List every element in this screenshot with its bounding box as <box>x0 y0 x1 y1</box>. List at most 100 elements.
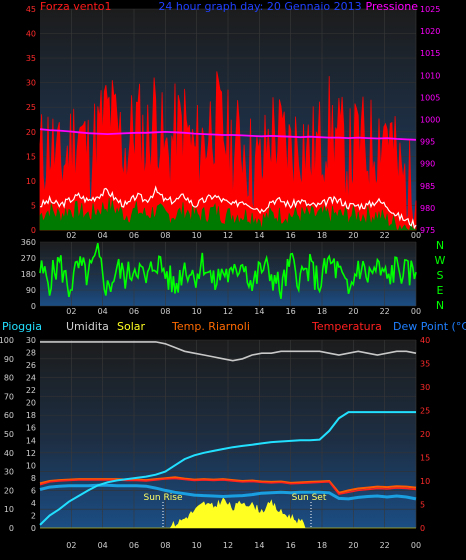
direction-series <box>39 243 417 299</box>
direction-x-tick-label: 04 <box>98 307 108 316</box>
direction-x-tick-label: 06 <box>129 307 139 316</box>
rain-label: Pioggia <box>2 320 42 333</box>
percent-y-tick-label: 40 <box>4 449 14 458</box>
rain-x-tick-label: 22 <box>380 541 390 550</box>
direction-x-tick-label: 14 <box>254 307 264 316</box>
direction-x-tick-label: 20 <box>348 307 358 316</box>
pressure-y-tick-label: 990 <box>420 160 435 169</box>
chart-marks <box>39 71 417 529</box>
rain-y-tick-label: 6 <box>31 486 36 495</box>
direction-y-tick-label: 360 <box>21 238 36 247</box>
wind-y-tick-label: 40 <box>26 30 36 39</box>
direction-y-tick-label: 0 <box>31 302 36 311</box>
pressure-label: Pressione <box>366 0 419 13</box>
wind-y-tick-label: 30 <box>26 79 36 88</box>
rain-x-tick-label: 20 <box>348 541 358 550</box>
rain-x-tick-label: 16 <box>286 541 296 550</box>
wind-x-tick-label: 20 <box>348 231 358 240</box>
rain-x-tick-label: 04 <box>98 541 108 550</box>
direction-x-tick-label: 02 <box>66 307 76 316</box>
graph-title: 24 hour graph day: 20 Gennaio 2013 <box>158 0 361 13</box>
rain-y-tick-label: 4 <box>31 499 36 508</box>
temp-riarnoli-series <box>39 476 417 494</box>
rain-x-tick-label: 18 <box>317 541 327 550</box>
rain-y-tick-label: 8 <box>31 474 36 483</box>
wind-x-tick-label: 12 <box>223 231 233 240</box>
pressure-y-tick-label: 1020 <box>420 27 440 36</box>
temperature-y-tick-label: 5 <box>420 501 425 510</box>
percent-y-tick-label: 10 <box>4 505 14 514</box>
rain-y-tick-label: 12 <box>26 449 36 458</box>
sun-set-label: Sun Set <box>292 493 327 503</box>
rain-x-tick-label: 02 <box>66 541 76 550</box>
axis-labels: 0510152025303540459759809859909951000100… <box>0 5 440 550</box>
direction-x-tick-label: 12 <box>223 307 233 316</box>
pressure-y-tick-label: 975 <box>420 226 435 235</box>
wind-speed-label: Forza vento1 <box>40 0 112 13</box>
percent-y-tick-label: 50 <box>4 430 14 439</box>
temperature-y-tick-label: 0 <box>420 524 425 533</box>
wind-y-tick-label: 0 <box>31 226 36 235</box>
wind-x-tick-label: 22 <box>380 231 390 240</box>
percent-y-tick-label: 100 <box>0 336 14 345</box>
rain-x-tick-label: 08 <box>160 541 170 550</box>
pressure-y-tick-label: 980 <box>420 204 435 213</box>
rain-y-tick-label: 20 <box>26 399 36 408</box>
wind-low-series <box>39 197 417 231</box>
wind-x-tick-label: 14 <box>254 231 264 240</box>
pressure-y-tick-label: 1025 <box>420 5 440 14</box>
rain-y-tick-label: 0 <box>31 524 36 533</box>
temperature-y-tick-label: 20 <box>420 430 430 439</box>
compass-letter-w: W <box>435 254 446 267</box>
compass-letter-n-bottom: N <box>436 299 444 312</box>
rain-y-tick-label: 22 <box>26 386 36 395</box>
wind-x-tick-label: 18 <box>317 231 327 240</box>
percent-y-tick-label: 80 <box>4 374 14 383</box>
direction-y-tick-label: 90 <box>26 286 36 295</box>
rain-x-tick-label: 10 <box>192 541 202 550</box>
wind-x-tick-label: 06 <box>129 231 139 240</box>
percent-y-tick-label: 60 <box>4 411 14 420</box>
percent-y-tick-label: 0 <box>9 524 14 533</box>
compass-letter-s: S <box>437 269 444 282</box>
wind-y-tick-label: 35 <box>26 54 36 63</box>
percent-y-tick-label: 90 <box>4 355 14 364</box>
direction-y-tick-label: 180 <box>21 270 36 279</box>
wind-y-tick-label: 5 <box>31 201 36 210</box>
humidity-series <box>40 341 417 362</box>
temperature-y-tick-label: 25 <box>420 407 430 416</box>
rain-y-tick-label: 28 <box>26 349 36 358</box>
wind-x-tick-label: 16 <box>286 231 296 240</box>
pressure-y-tick-label: 985 <box>420 182 435 191</box>
percent-y-tick-label: 70 <box>4 392 14 401</box>
dew-point-series <box>39 483 417 501</box>
direction-y-tick-label: 270 <box>21 254 36 263</box>
wind-x-tick-label: 10 <box>192 231 202 240</box>
rain-x-tick-label: 06 <box>129 541 139 550</box>
compass-letter-e: E <box>437 284 444 297</box>
pressure-y-tick-label: 1005 <box>420 93 440 102</box>
rain-y-tick-label: 18 <box>26 411 36 420</box>
temperature-y-tick-label: 35 <box>420 360 430 369</box>
wind-y-tick-label: 10 <box>26 177 36 186</box>
rain-x-tick-label: 14 <box>254 541 264 550</box>
wind-gust-series <box>39 71 417 231</box>
temperature-y-tick-label: 10 <box>420 477 430 486</box>
rain-x-tick-label: 12 <box>223 541 233 550</box>
pressure-y-tick-label: 1015 <box>420 49 440 58</box>
pressure-y-tick-label: 1000 <box>420 116 440 125</box>
direction-x-tick-label: 22 <box>380 307 390 316</box>
direction-x-tick-label: 08 <box>160 307 170 316</box>
percent-y-tick-label: 20 <box>4 486 14 495</box>
rain-y-tick-label: 16 <box>26 424 36 433</box>
rain-y-tick-label: 10 <box>26 461 36 470</box>
rain-y-tick-label: 26 <box>26 361 36 370</box>
solar-series <box>40 497 416 529</box>
rain-y-tick-label: 24 <box>26 374 36 383</box>
temperature-series <box>39 477 417 495</box>
wind-x-tick-label: 04 <box>98 231 108 240</box>
wind-y-tick-label: 45 <box>26 5 36 14</box>
rain-series <box>39 411 416 526</box>
